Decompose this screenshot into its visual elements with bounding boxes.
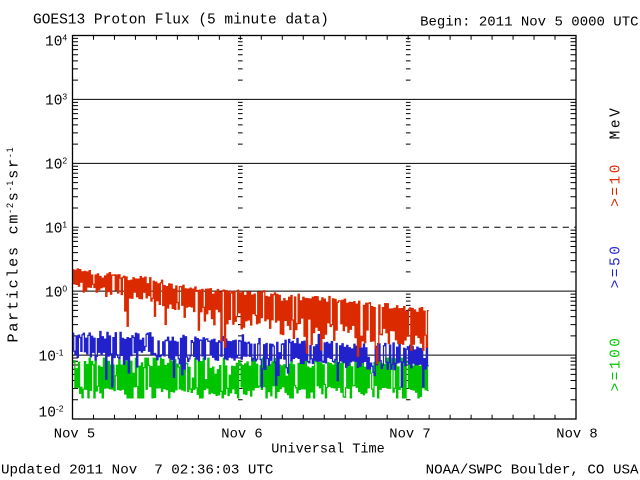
svg-text:Nov 5: Nov 5 — [54, 428, 95, 443]
svg-text:NOAA/SWPC Boulder, CO USA: NOAA/SWPC Boulder, CO USA — [426, 463, 639, 479]
svg-text:Begin: 2011 Nov 5 0000 UTC: Begin: 2011 Nov 5 0000 UTC — [420, 15, 638, 31]
svg-text:101: 101 — [45, 219, 67, 237]
svg-text:100: 100 — [45, 283, 67, 301]
svg-text:Updated 2011 Nov 7 02:36:03 U: Updated 2011 Nov 7 02:36:03 UTC — [1, 463, 273, 479]
svg-text:Nov 7: Nov 7 — [389, 428, 430, 443]
svg-text:Particles cm-2s-1sr-1: Particles cm-2s-1sr-1 — [5, 146, 23, 343]
svg-text:MeV: MeV — [609, 106, 625, 140]
svg-text:Nov 8: Nov 8 — [556, 428, 597, 443]
svg-text:103: 103 — [45, 91, 67, 109]
svg-text:104: 104 — [45, 32, 67, 50]
svg-text:Universal Time: Universal Time — [271, 443, 384, 458]
svg-text:>=50: >=50 — [609, 244, 625, 289]
svg-text:>=10: >=10 — [609, 162, 625, 207]
svg-text:102: 102 — [45, 155, 67, 173]
svg-text:Nov 6: Nov 6 — [221, 428, 262, 443]
svg-text:GOES13 Proton Flux (5 minute d: GOES13 Proton Flux (5 minute data) — [33, 13, 329, 29]
svg-text:>=100: >=100 — [609, 335, 625, 391]
